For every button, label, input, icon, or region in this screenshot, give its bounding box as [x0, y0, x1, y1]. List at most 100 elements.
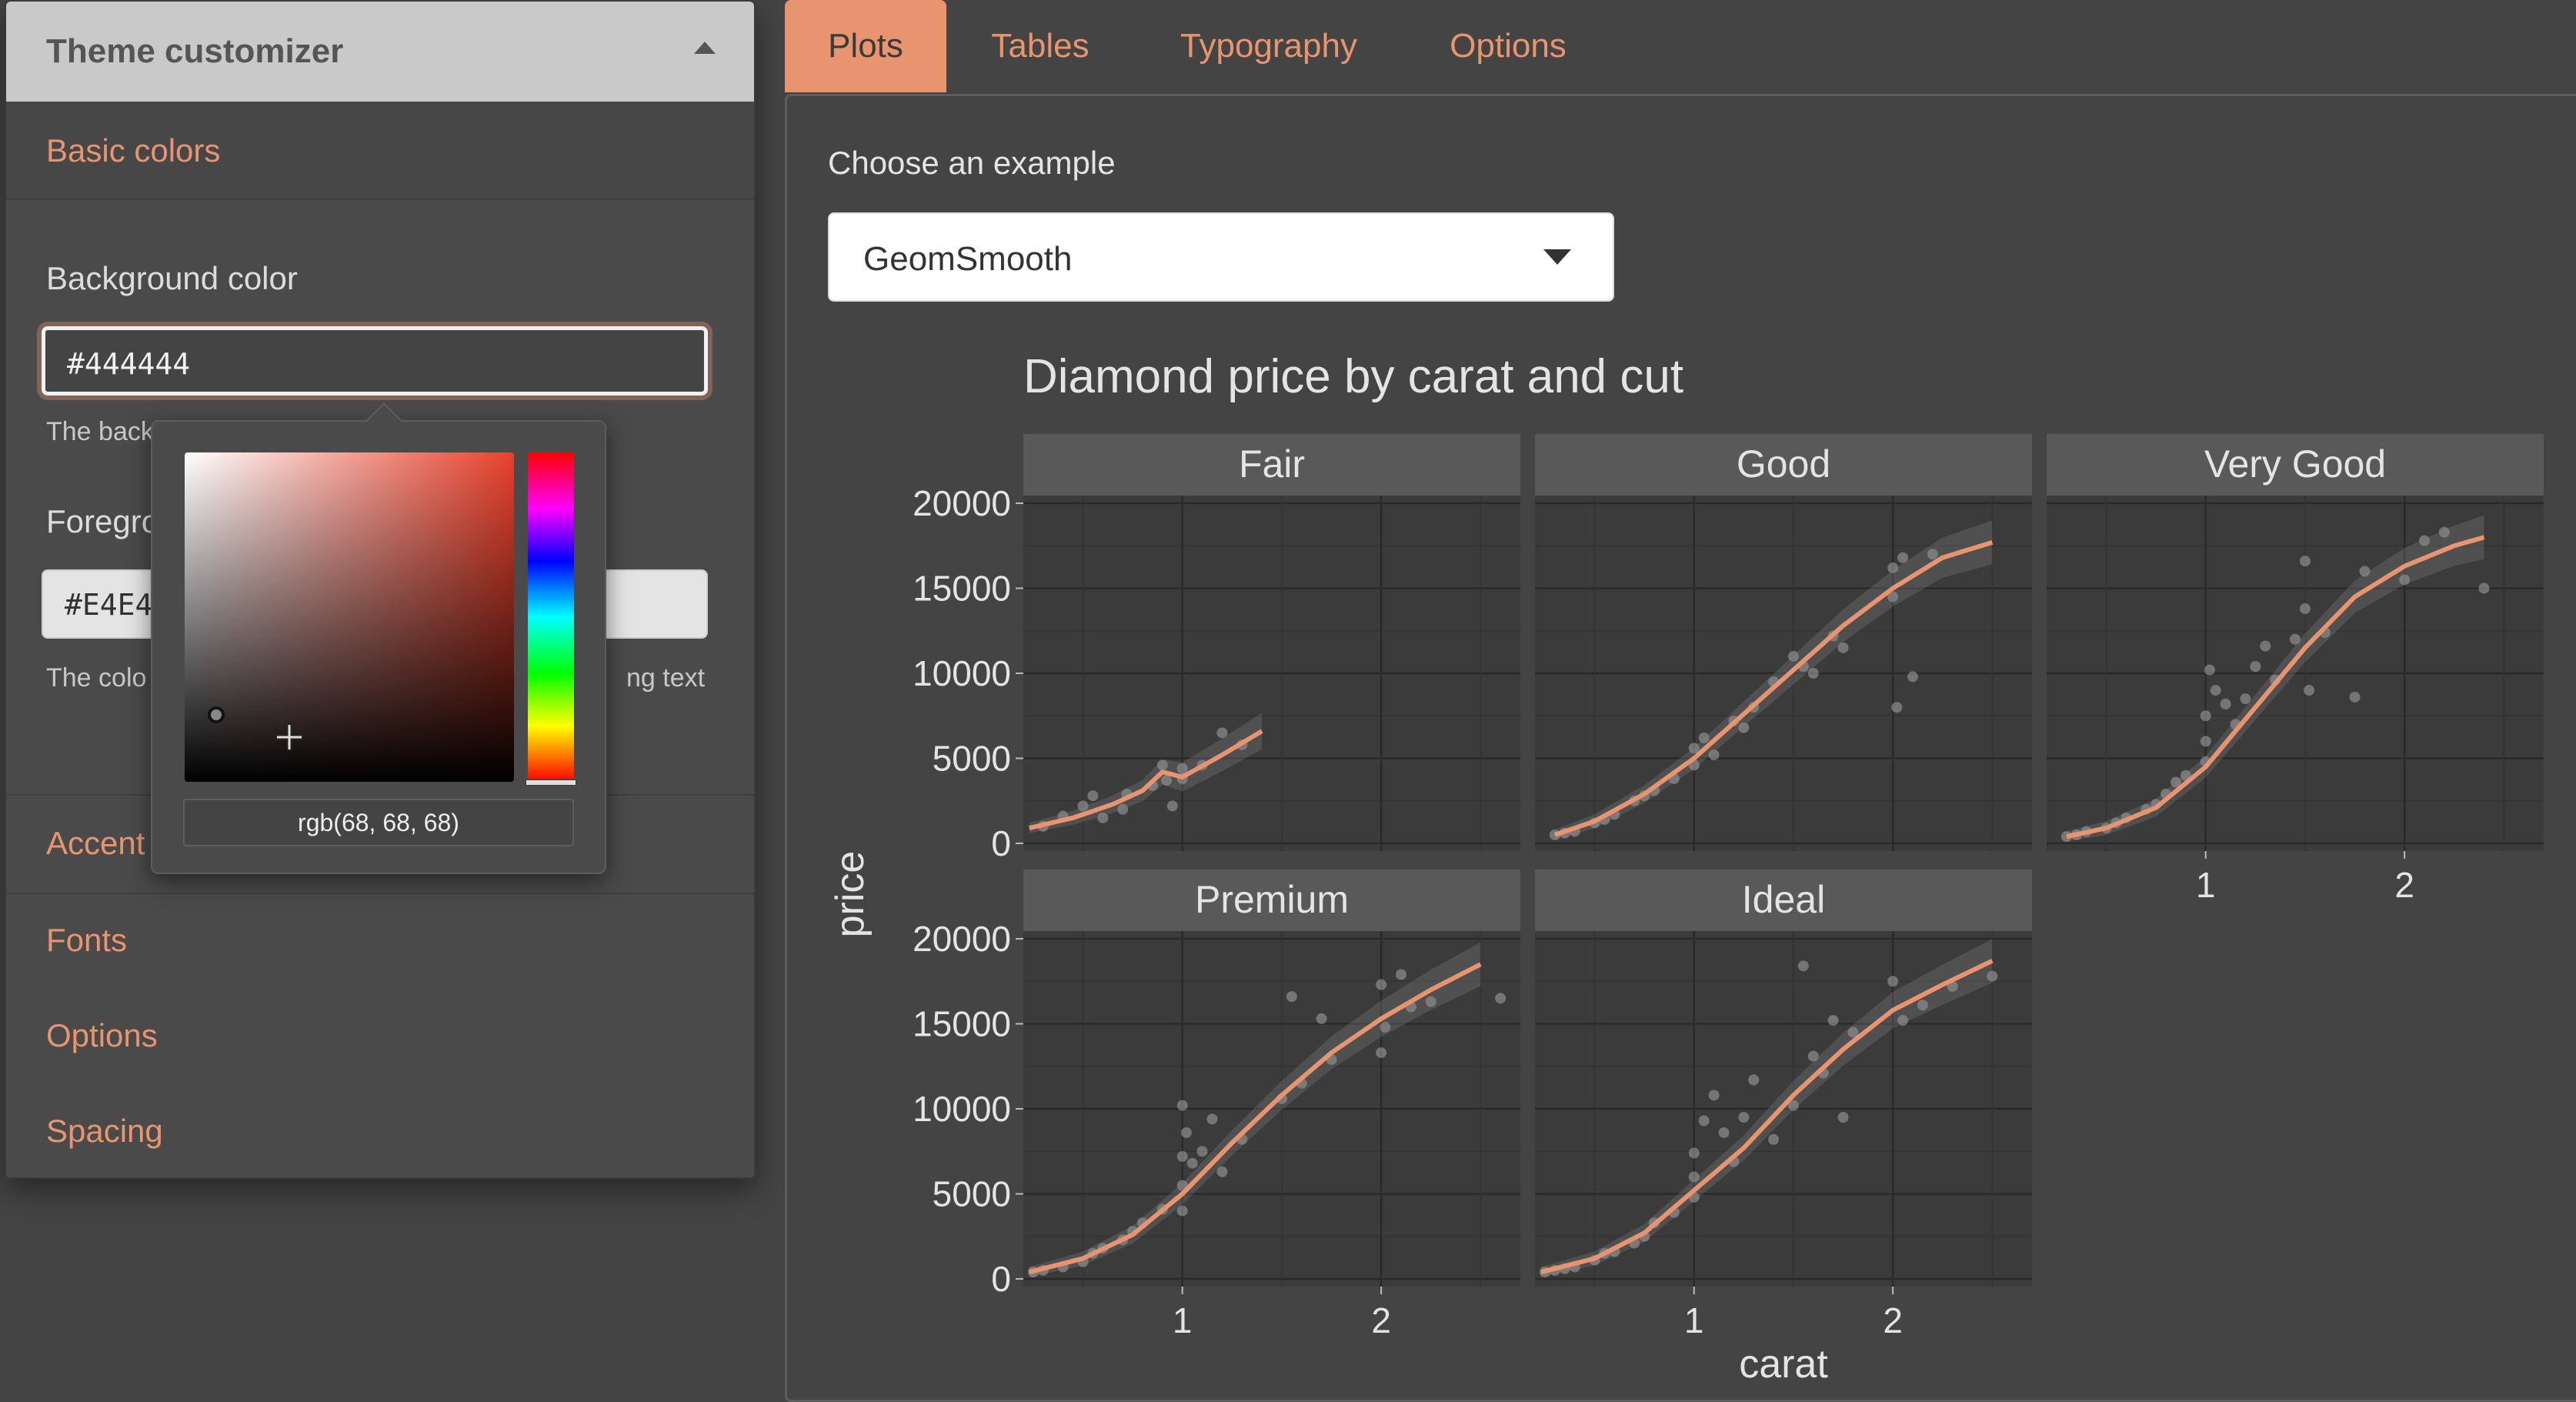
smooth-line	[2066, 535, 2485, 840]
data-point	[2200, 710, 2211, 722]
chart-title: Diamond price by carat and cut	[1023, 350, 1683, 403]
smooth-line	[1553, 539, 1994, 837]
data-point	[1425, 996, 1436, 1007]
hue-handle[interactable]	[525, 779, 577, 786]
section-accent-label[interactable]: Accent	[46, 825, 145, 861]
background-color-input[interactable]: #444444	[42, 326, 708, 396]
data-point	[2478, 582, 2490, 594]
x-axis-label: carat	[1739, 1342, 1828, 1380]
data-point	[1176, 763, 1188, 774]
data-point	[1316, 1013, 1327, 1024]
smooth-line	[1029, 962, 1482, 1275]
data-point	[1698, 1115, 1710, 1127]
data-point	[1748, 1074, 1760, 1086]
data-point	[1286, 991, 1297, 1003]
data-point	[2299, 603, 2311, 615]
data-point	[1837, 642, 1849, 653]
data-point	[1837, 1112, 1849, 1123]
saturation-area[interactable]	[185, 452, 514, 782]
example-select-value: GeomSmooth	[863, 240, 1073, 278]
y-axis-label: price	[828, 851, 873, 938]
data-point	[2349, 691, 2361, 703]
data-point	[1216, 1166, 1228, 1177]
smooth-line	[1540, 959, 1994, 1275]
tab-tables[interactable]: Tables	[991, 27, 1089, 65]
data-point	[1097, 812, 1109, 823]
data-point	[1787, 1100, 1799, 1111]
foreground-color-help-right: ng text	[626, 663, 706, 693]
data-point	[2260, 640, 2271, 652]
section-basic-colors[interactable]: Basic colors	[6, 102, 754, 200]
panel-header[interactable]: Theme customizer	[6, 2, 754, 102]
example-select[interactable]: GeomSmooth	[828, 212, 1614, 302]
data-point	[2170, 776, 2181, 788]
data-point	[1907, 671, 1918, 683]
data-point	[1847, 1026, 1859, 1038]
data-point	[1897, 1015, 1909, 1026]
data-point	[1887, 591, 1899, 603]
data-point	[2290, 633, 2301, 645]
y-tick-label: 15000	[913, 569, 1011, 609]
facet-strip	[1535, 870, 2032, 931]
data-point	[1186, 1157, 1198, 1169]
facet-label: Good	[1737, 442, 1830, 486]
data-point	[1698, 732, 1710, 743]
data-point	[2210, 685, 2221, 696]
section-fonts[interactable]: Fonts	[46, 922, 128, 958]
data-point	[1176, 1100, 1188, 1111]
y-tick-label: 20000	[913, 919, 1011, 959]
data-point	[1708, 1090, 1720, 1101]
y-tick-label: 5000	[933, 1174, 1011, 1214]
smooth-line	[1029, 729, 1263, 831]
hue-slider[interactable]	[528, 452, 574, 782]
section-options[interactable]: Options	[46, 1017, 158, 1053]
data-point	[1166, 800, 1178, 812]
data-point	[2299, 556, 2311, 567]
facet-strip	[2047, 434, 2544, 496]
y-tick-label: 15000	[913, 1004, 1011, 1044]
panel-title: Theme customizer	[46, 32, 344, 70]
tab-options[interactable]: Options	[1450, 27, 1567, 65]
chevron-up-icon[interactable]	[694, 42, 716, 58]
x-tick-label: 1	[2196, 865, 2216, 905]
data-point	[1196, 1146, 1208, 1157]
data-point	[1087, 790, 1099, 802]
x-tick-label: 2	[1883, 1300, 1903, 1340]
data-point	[1688, 1147, 1700, 1159]
facet-label: Very Good	[2204, 442, 2386, 486]
x-tick-label: 2	[2394, 865, 2414, 905]
saturation-handle[interactable]	[208, 706, 225, 723]
rgb-readout: rgb(68, 68, 68)	[183, 799, 574, 846]
data-point	[2438, 526, 2450, 538]
confidence-band	[2066, 515, 2484, 842]
y-tick-label: 10000	[913, 653, 1011, 693]
data-point	[1897, 552, 1909, 563]
color-picker-popover: rgb(68, 68, 68)	[151, 402, 606, 874]
data-point	[1176, 1150, 1188, 1162]
facet-strip	[1023, 870, 1520, 931]
data-point	[1117, 803, 1129, 815]
tab-typography[interactable]: Typography	[1180, 27, 1357, 65]
data-point	[2200, 736, 2211, 747]
chevron-down-icon[interactable]	[1543, 249, 1571, 269]
background-color-label: Background color	[46, 260, 298, 296]
data-point	[1718, 1127, 1730, 1138]
data-point	[1887, 562, 1899, 573]
data-point	[1395, 969, 1406, 980]
facet-label: Fair	[1239, 442, 1305, 486]
data-point	[1380, 1021, 1391, 1033]
background-color-help: The back	[46, 417, 154, 446]
data-point	[2418, 535, 2430, 546]
tab-plots[interactable]: Plots	[785, 0, 946, 92]
data-point	[1768, 1133, 1780, 1145]
data-point	[1708, 749, 1720, 761]
choose-example-label: Choose an example	[828, 145, 1116, 181]
section-spacing[interactable]: Spacing	[46, 1113, 163, 1149]
data-point	[1787, 650, 1799, 662]
data-point	[1927, 549, 1938, 560]
data-point	[1376, 1047, 1387, 1059]
data-point	[2220, 698, 2231, 709]
data-point	[1807, 1050, 1819, 1062]
section-basic-colors-label[interactable]: Basic colors	[46, 132, 221, 169]
data-point	[2399, 574, 2411, 586]
